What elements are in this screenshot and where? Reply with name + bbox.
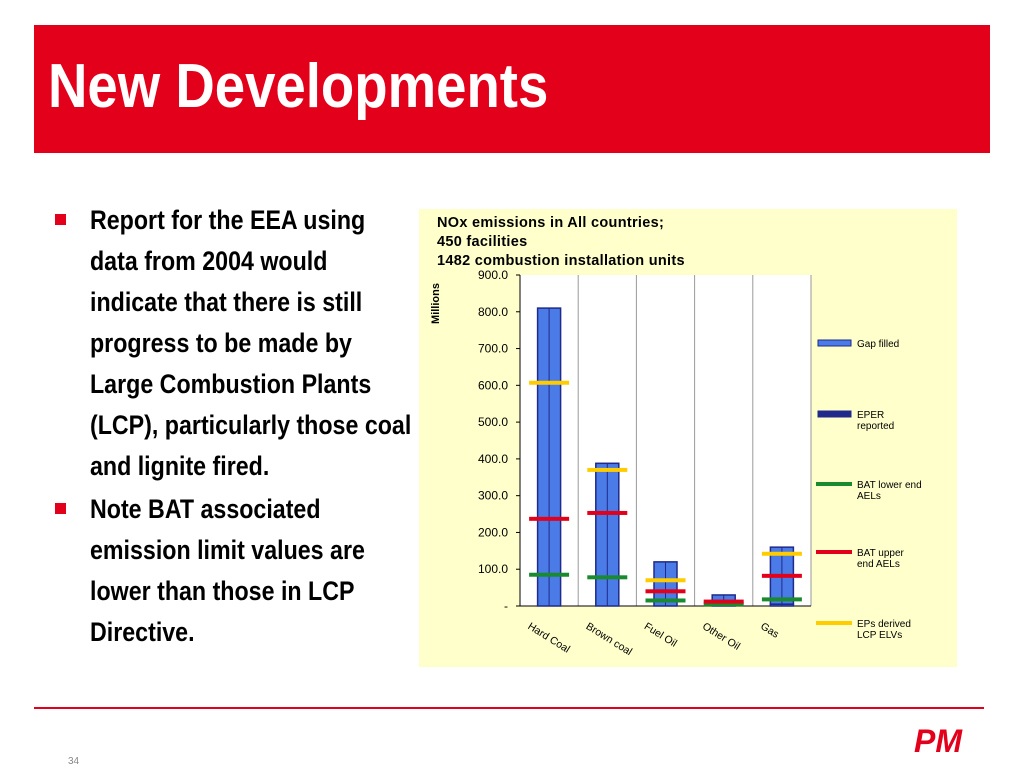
bullet-list: Report for the EEA using data from 2004 … [52, 200, 422, 655]
y-tick-label: 100.0 [478, 562, 508, 576]
chart-title-line: NOx emissions in All countries; [437, 215, 665, 231]
bat-lower-marker [529, 572, 570, 577]
page-number: 34 [68, 756, 80, 767]
bullet-item: Report for the EEA using data from 2004 … [52, 200, 422, 487]
eps-derived-marker [529, 380, 570, 385]
legend-bat-upper-label: BAT upper end AELs [857, 548, 905, 570]
legend-bat-upper-swatch [816, 550, 852, 554]
title-bar [34, 25, 990, 153]
x-tick-label: Other Oil [700, 620, 742, 652]
bullet-text: Note BAT associated emission limit value… [90, 494, 365, 647]
square-bullet-icon [55, 503, 66, 514]
legend-eps-derived-label: EPs derived LCP ELVs [857, 619, 911, 641]
square-bullet-icon [55, 214, 66, 225]
eps-derived-marker [587, 467, 628, 472]
y-tick-label: - [504, 599, 508, 613]
footer-divider [34, 707, 984, 709]
plot-area [520, 275, 811, 606]
eps-derived-marker [645, 578, 686, 583]
slide-title: New Developments [48, 52, 549, 121]
eps-derived-marker [761, 551, 802, 556]
y-tick-label: 200.0 [478, 525, 508, 539]
y-tick-label: 400.0 [478, 452, 508, 466]
y-tick-label: 500.0 [478, 415, 508, 429]
pm-logo-text: PM [914, 723, 963, 756]
y-axis-label: Millions [430, 283, 442, 324]
bat-lower-marker [645, 598, 686, 603]
bat-lower-marker [703, 602, 744, 607]
bat-upper-marker [645, 589, 686, 594]
legend-bat-lower-swatch [816, 482, 852, 486]
bat-lower-marker [761, 597, 802, 602]
x-tick-label: Brown coal [584, 620, 634, 658]
pm-logo: PM [914, 723, 963, 756]
bat-upper-marker [529, 516, 570, 521]
y-tick-label: 600.0 [478, 378, 508, 392]
legend-eper-reported-swatch [817, 410, 852, 418]
y-tick-label: 300.0 [478, 489, 508, 503]
y-tick-label: 800.0 [478, 305, 508, 319]
bat-upper-marker [587, 510, 628, 515]
y-tick-label: 900.0 [478, 268, 508, 282]
legend-eper-reported-label: EPER reported [857, 410, 894, 432]
x-tick-label: Fuel Oil [642, 620, 679, 649]
bat-upper-marker [761, 573, 802, 578]
chart-title: NOx emissions in All countries; 450 faci… [437, 214, 685, 271]
y-tick-label: 700.0 [478, 342, 508, 356]
legend-gap-filled-swatch [817, 339, 852, 347]
nox-emissions-chart: - 100.0 200.0 300.0 400.0 500.0 600.0 700.0 800.… [430, 268, 922, 658]
legend-gap-filled-label: Gap filled [857, 339, 899, 350]
legend-bat-lower-label: BAT lower end AELs [857, 480, 922, 502]
chart-title-line: 1482 combustion installation units [437, 253, 685, 269]
bullet-text: Report for the EEA using data from 2004 … [90, 205, 412, 481]
bat-upper-marker [703, 599, 744, 604]
x-tick-label: Gas [758, 620, 781, 640]
legend-eps-derived-swatch [816, 621, 852, 625]
chart-title-line: 450 facilities [437, 234, 528, 250]
bullet-item: Note BAT associated emission limit value… [52, 489, 422, 653]
x-tick-label: Hard Coal [526, 620, 572, 655]
bat-lower-marker [587, 575, 628, 580]
